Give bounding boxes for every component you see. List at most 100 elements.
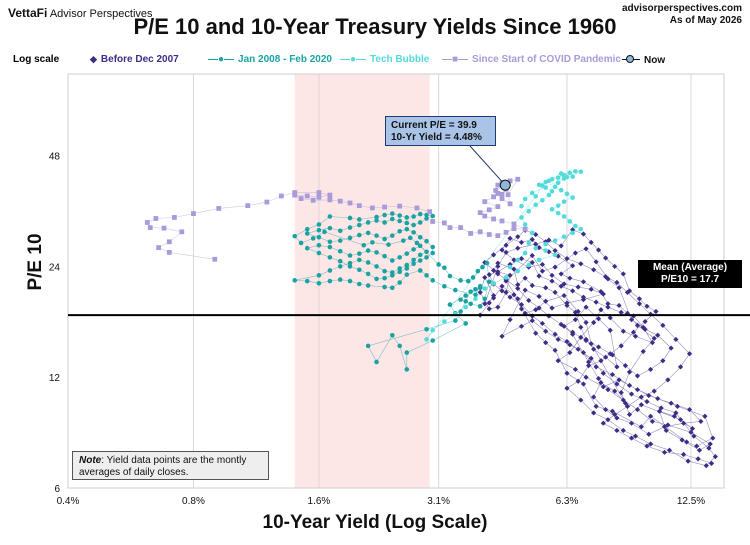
data-point	[166, 250, 172, 255]
data-point	[458, 297, 463, 302]
data-point	[424, 216, 429, 221]
data-point	[546, 178, 552, 184]
data-point	[441, 220, 447, 226]
data-point	[578, 324, 584, 330]
callout-connector	[469, 145, 506, 186]
data-point	[665, 377, 671, 383]
data-point	[482, 296, 488, 302]
data-point	[477, 210, 483, 216]
data-point	[598, 289, 604, 295]
data-point	[626, 411, 633, 418]
mean-label-line2: P/E10 = 17.7	[660, 274, 720, 285]
data-point	[264, 199, 270, 205]
data-point	[430, 327, 435, 333]
data-point	[634, 387, 641, 393]
data-point	[515, 245, 521, 251]
data-point	[486, 306, 492, 312]
data-point	[484, 260, 490, 266]
data-point	[499, 333, 505, 339]
data-point	[702, 413, 708, 419]
data-point	[357, 232, 362, 238]
data-point	[634, 406, 641, 413]
data-point	[567, 219, 573, 224]
data-point	[327, 214, 333, 219]
data-point	[411, 261, 416, 267]
data-point	[588, 341, 594, 347]
data-point	[166, 239, 172, 245]
data-point	[567, 170, 573, 176]
data-point	[580, 279, 587, 285]
data-point	[522, 222, 528, 227]
data-point	[558, 283, 564, 289]
data-point	[507, 235, 513, 242]
data-point	[430, 219, 436, 224]
data-point	[522, 287, 528, 293]
data-point	[365, 283, 371, 288]
data-point	[499, 191, 505, 197]
data-point	[593, 299, 599, 305]
data-point	[430, 250, 435, 256]
data-point	[644, 443, 650, 449]
data-point	[626, 382, 633, 389]
data-point	[696, 447, 703, 453]
data-point	[374, 250, 379, 255]
x-axis-label: 10-Year Yield (Log Scale)	[262, 512, 488, 533]
data-point	[327, 244, 333, 250]
data-point	[546, 237, 552, 243]
data-point	[304, 231, 310, 236]
data-point	[404, 272, 410, 277]
data-point	[555, 210, 561, 216]
data-point	[575, 284, 581, 290]
data-point	[651, 388, 657, 394]
data-point	[427, 209, 433, 215]
data-point	[605, 304, 611, 310]
data-point	[495, 260, 501, 266]
data-point	[499, 196, 505, 201]
data-point	[430, 213, 435, 219]
site-url[interactable]: advisorperspectives.com	[621, 3, 742, 14]
data-point	[558, 171, 564, 176]
data-point	[477, 283, 483, 289]
data-point	[539, 261, 546, 268]
data-point	[511, 226, 517, 232]
data-point	[703, 463, 709, 469]
data-point	[414, 240, 420, 246]
data-point	[382, 268, 387, 274]
data-point	[499, 288, 505, 294]
data-point	[561, 234, 567, 240]
data-point	[580, 349, 587, 356]
data-point	[648, 366, 654, 373]
data-point	[397, 280, 402, 285]
data-point	[552, 347, 558, 353]
data-point	[668, 345, 674, 351]
data-point	[511, 221, 517, 227]
data-point	[490, 252, 497, 258]
data-point	[424, 273, 429, 278]
data-point	[518, 256, 525, 262]
series-line	[294, 213, 490, 370]
data-point	[546, 192, 552, 198]
data-point	[591, 319, 597, 326]
data-point	[515, 257, 521, 263]
data-point	[491, 280, 496, 286]
data-point	[491, 216, 496, 222]
y-tick-label: 24	[49, 262, 61, 273]
data-point	[356, 203, 362, 209]
data-point	[570, 227, 576, 233]
data-point	[292, 278, 298, 283]
data-point	[507, 294, 513, 300]
data-point	[442, 283, 447, 289]
data-point	[486, 279, 492, 285]
data-point	[649, 340, 656, 346]
data-point	[555, 203, 561, 208]
data-point	[583, 374, 589, 380]
data-point	[533, 202, 538, 208]
data-point	[663, 427, 669, 434]
data-point	[386, 242, 391, 247]
data-point	[486, 272, 492, 278]
data-point	[549, 278, 555, 284]
data-point	[661, 424, 668, 430]
data-point	[655, 332, 661, 338]
data-point	[600, 384, 606, 390]
data-point	[424, 255, 429, 260]
